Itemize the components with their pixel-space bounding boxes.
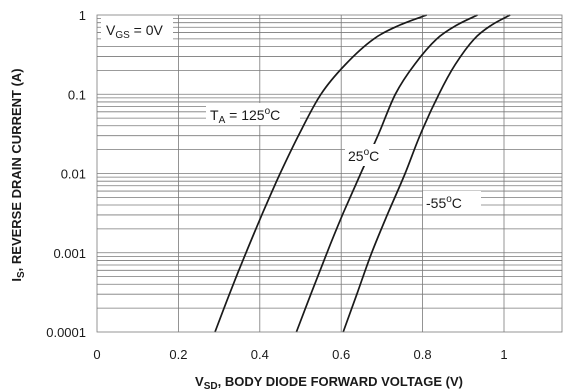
series-line-2	[342, 14, 511, 333]
series-label-125: TA = 125oC	[210, 106, 280, 126]
series-label-minus55: -55oC	[426, 194, 462, 211]
y-axis-title: IS, REVERSE DRAIN CURRENT (A)	[9, 68, 27, 281]
series-line-0	[214, 14, 428, 333]
x-tick-label: 1	[500, 347, 507, 362]
x-tick-label: 0	[93, 347, 100, 362]
x-tick-label: 0.6	[332, 347, 350, 362]
y-tick-label: 1	[79, 8, 86, 23]
series-label-25: 25oC	[348, 147, 379, 164]
series-label-25-bg	[345, 144, 389, 166]
series-label-125-bg	[206, 103, 300, 125]
x-tick-label: 0.2	[169, 347, 187, 362]
y-tick-labels: 0.0001 0.001 0.01 0.1 1	[46, 8, 86, 340]
curves	[214, 14, 511, 333]
series-label-minus55-bg	[423, 191, 481, 213]
y-tick-label: 0.0001	[46, 325, 86, 340]
condition-label: VGS = 0V	[106, 22, 164, 41]
y-tick-label: 0.1	[68, 87, 86, 102]
y-tick-label: 0.001	[53, 246, 86, 261]
x-tick-label: 0.8	[414, 347, 432, 362]
x-tick-labels: 0 0.2 0.4 0.6 0.8 1	[93, 347, 507, 362]
x-axis-title: VSD, BODY DIODE FORWARD VOLTAGE (V)	[195, 374, 463, 392]
y-tick-label: 0.01	[61, 167, 86, 182]
series-line-1	[295, 14, 478, 333]
grid	[97, 15, 562, 332]
x-tick-label: 0.4	[251, 347, 269, 362]
condition-label-bg	[101, 18, 173, 40]
plot-frame	[96, 14, 563, 333]
